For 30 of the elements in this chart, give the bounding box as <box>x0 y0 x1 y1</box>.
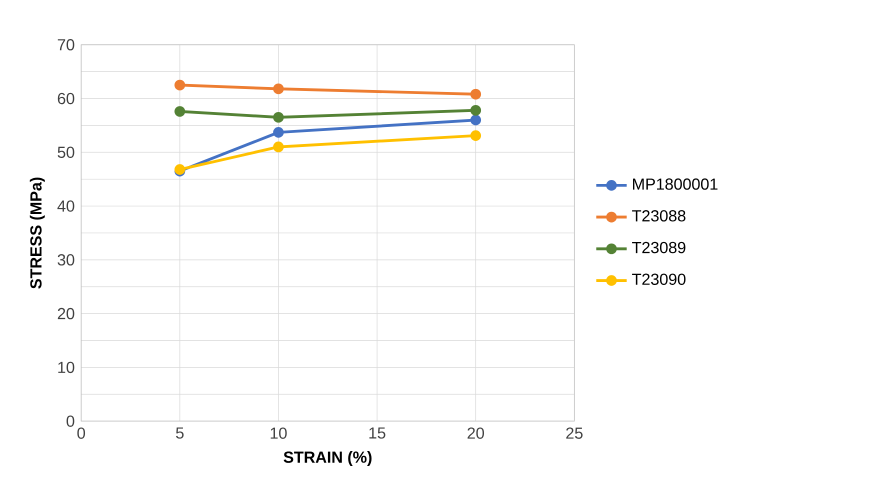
point <box>273 112 284 123</box>
x-tick-label: 10 <box>270 427 287 439</box>
x-tick-label: 0 <box>77 427 86 439</box>
x-tick-label: 5 <box>176 427 184 438</box>
y-tick-label: 10 <box>58 362 74 373</box>
legend-label: MP1800001 <box>633 178 718 190</box>
y-tick-label: 50 <box>58 146 74 158</box>
y-axis-title: STRESS (MPa) <box>30 177 45 288</box>
point <box>470 130 482 141</box>
x-tick-label: 20 <box>468 427 484 439</box>
point <box>273 83 284 94</box>
point <box>273 141 284 152</box>
y-tick-label: 20 <box>58 308 74 320</box>
y-tick-label: 0 <box>66 415 74 427</box>
legend-label: T23090 <box>632 273 686 285</box>
point <box>470 88 482 100</box>
legend-label: T23089 <box>632 242 686 254</box>
x-axis-title: STRAIN (%) <box>284 450 372 466</box>
point <box>174 106 186 117</box>
y-tick-label: 70 <box>58 38 74 50</box>
x-tick-label: 25 <box>566 427 583 439</box>
point <box>470 114 482 126</box>
point <box>470 104 482 116</box>
x-tick-label: 15 <box>369 427 386 438</box>
legend-label: T23088 <box>632 210 686 222</box>
point <box>273 126 284 138</box>
y-tick-label: 30 <box>58 254 74 266</box>
y-tick-label: 60 <box>58 92 74 104</box>
y-tick-label: 40 <box>57 200 74 212</box>
point <box>174 80 186 90</box>
